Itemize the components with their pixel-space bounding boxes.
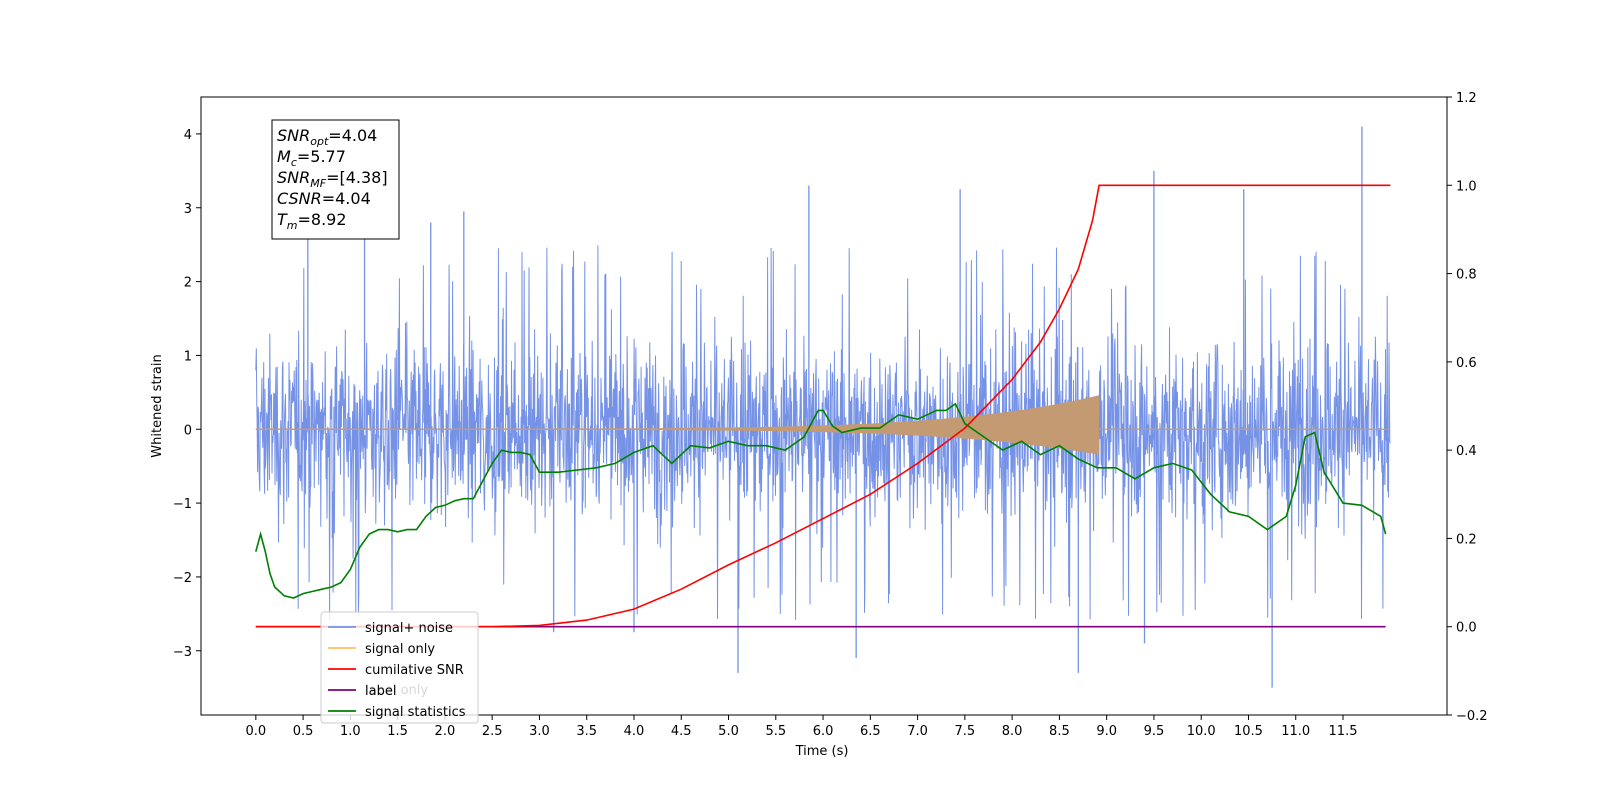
- y2-tick-label: 1.2: [1456, 91, 1477, 106]
- info-line: SNRopt=4.04: [277, 126, 377, 148]
- x-tick-label: 8.0: [1002, 724, 1023, 739]
- x-tick-label: 9.5: [1144, 724, 1165, 739]
- x-tick-label: 11.0: [1281, 724, 1310, 739]
- y-axis-right: 1.2 1.0 0.8 0.6 0.4 0.2 0.0 −0.2: [1447, 91, 1488, 724]
- y-tick-label: −3: [173, 645, 192, 660]
- y2-tick-label: −0.2: [1456, 709, 1488, 724]
- y-tick-label: 1: [184, 349, 192, 364]
- x-tick-label: 1.0: [340, 724, 361, 739]
- y-tick-label: 0: [184, 423, 192, 438]
- y-axis-left: 4 3 2 1 0 −1 −2 −3: [173, 128, 201, 660]
- info-line: Tm=8.92: [277, 210, 347, 232]
- x-axis-label: Time (s): [795, 744, 849, 759]
- x-tick-label: 1.5: [387, 724, 408, 739]
- x-tick-label: 11.5: [1329, 724, 1358, 739]
- noise-line: [255, 245, 1391, 620]
- y2-tick-label: 1.0: [1456, 179, 1477, 194]
- x-tick-label: 5.0: [718, 724, 739, 739]
- x-tick-label: 2.0: [435, 724, 456, 739]
- x-tick-label: 5.5: [765, 724, 786, 739]
- x-tick-label: 3.5: [576, 724, 597, 739]
- x-tick-label: 6.5: [860, 724, 881, 739]
- y2-tick-label: 0.6: [1456, 356, 1477, 371]
- x-axis: 0.0 0.5 1.0 1.5 2.0 2.5 3.0 3.5 4.0 4.5 5.0 5.5 6.0 6…: [245, 715, 1357, 739]
- plot-frame: [200, 96, 1448, 716]
- legend-label: signal+ noise: [365, 621, 453, 636]
- y2-tick-label: 0.2: [1456, 532, 1477, 547]
- signal-noise-series: [255, 126, 1391, 688]
- x-tick-label: 9.0: [1096, 724, 1117, 739]
- legend-label: signal only: [365, 642, 435, 657]
- y2-tick-label: 0.4: [1456, 444, 1477, 459]
- legend-label: label: [365, 684, 396, 699]
- y2-tick-label: 0.8: [1456, 268, 1477, 283]
- y-tick-label: −2: [173, 571, 192, 586]
- cumilative-snr-line: [255, 184, 1391, 628]
- y-tick-label: 2: [184, 276, 192, 291]
- chirp-envelope: [255, 395, 1100, 455]
- legend-label-faint: label only: [365, 683, 428, 698]
- info-line: CSNR=4.04: [277, 189, 371, 208]
- x-tick-label: 0.0: [245, 724, 266, 739]
- legend-label: signal statistics: [365, 705, 466, 720]
- x-tick-label: 10.5: [1234, 724, 1263, 739]
- x-tick-label: 0.5: [293, 724, 314, 739]
- y-tick-label: 3: [184, 202, 192, 217]
- signal-statistics-line: [255, 402, 1387, 599]
- info-line: SNRMF=[4.38]: [277, 168, 388, 190]
- x-tick-label: 4.0: [624, 724, 645, 739]
- x-tick-label: 7.0: [907, 724, 928, 739]
- x-tick-label: 2.5: [482, 724, 503, 739]
- y-tick-label: 4: [184, 128, 192, 143]
- x-tick-label: 6.0: [813, 724, 834, 739]
- x-tick-label: 4.5: [671, 724, 692, 739]
- x-tick-label: 7.5: [955, 724, 976, 739]
- info-line: Mc=5.77: [277, 147, 346, 169]
- y2-tick-label: 0.0: [1456, 621, 1477, 636]
- x-tick-label: 10.0: [1187, 724, 1216, 739]
- legend: label only signal+ noise signal only cumila…: [320, 611, 479, 724]
- signal-only-series: [255, 395, 1391, 455]
- x-tick-label: 3.0: [529, 724, 550, 739]
- y-tick-label: −1: [173, 497, 192, 512]
- legend-label: cumilative SNR: [365, 663, 464, 678]
- x-tick-label: 8.5: [1049, 724, 1070, 739]
- y-axis-label: Whitened strain: [150, 354, 165, 457]
